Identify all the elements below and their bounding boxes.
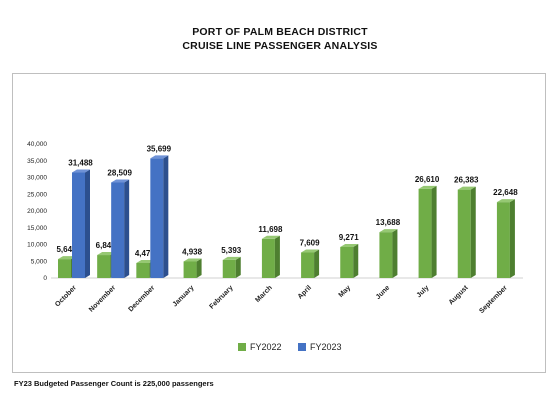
x-tick-label: October xyxy=(54,284,78,308)
x-tick-label: February xyxy=(209,284,235,310)
bar-fy2022-front xyxy=(496,202,510,278)
bar-fy2022-side xyxy=(314,249,320,278)
bar-fy2022-front xyxy=(457,189,471,278)
bar-fy2022-front xyxy=(97,255,111,278)
y-tick-label: 30,000 xyxy=(27,175,47,182)
x-tick-label: November xyxy=(88,284,117,313)
legend-swatch-fy2023 xyxy=(298,343,306,351)
bar-fy2023-data-label: 35,699 xyxy=(147,144,172,153)
bar-fy2022-top xyxy=(136,260,155,264)
bar-fy2022-side xyxy=(235,256,241,278)
bar-fy2022-top xyxy=(301,249,320,253)
y-tick-label: 10,000 xyxy=(27,242,47,249)
bar-fy2022-front xyxy=(340,246,354,278)
x-tick-label: August xyxy=(448,284,470,306)
x-tick-label: June xyxy=(375,284,392,301)
bar-fy2022-data-label: 7,609 xyxy=(300,239,321,248)
bar-fy2023-side xyxy=(124,179,130,278)
chart-title-line1: PORT OF PALM BEACH DISTRICT xyxy=(192,26,368,38)
bar-fy2023-front xyxy=(150,158,164,278)
bar-fy2023-top xyxy=(72,169,90,173)
bar-fy2022-top xyxy=(97,252,116,256)
bar-chart: 0 5,000 10,000 15,000 20,000 25,000 30,000 35,0… xyxy=(27,141,523,352)
y-tick-label: 20,000 xyxy=(27,208,47,215)
bar-fy2022-side xyxy=(431,185,437,278)
bar-fy2022-data-label: 26,610 xyxy=(415,175,440,184)
bar-fy2022-data-label: 9,271 xyxy=(339,233,360,242)
bar-fy2022-top xyxy=(418,185,437,189)
y-tick-label: 15,000 xyxy=(27,225,47,232)
x-tick-label: September xyxy=(478,284,509,315)
bar-fy2022-top xyxy=(222,256,241,260)
bar-fy2023-top xyxy=(150,155,169,159)
bar-fy2022-side xyxy=(509,199,515,278)
bar-fy2022-data-label: 4,477 xyxy=(135,249,156,258)
bar-fy2022-side xyxy=(392,229,398,278)
bar-fy2022-side xyxy=(353,243,359,278)
y-tick-label: 40,000 xyxy=(27,141,47,148)
bar-fy2022-top xyxy=(261,235,280,239)
chart-frame: 0 5,000 10,000 15,000 20,000 25,000 30,000 35,0… xyxy=(12,73,546,373)
x-tick-label: May xyxy=(338,284,353,299)
y-tick-label: 35,000 xyxy=(27,158,47,165)
bar-fy2022-top xyxy=(496,199,515,203)
bar-fy2022-data-label: 6,849 xyxy=(96,241,117,250)
legend-swatch-fy2022 xyxy=(238,343,246,351)
bar-fy2022-front xyxy=(222,259,236,278)
x-tick-label: April xyxy=(297,284,313,300)
bar-fy2022-side xyxy=(274,235,280,278)
bar-fy2022-data-label: 4,938 xyxy=(182,247,203,256)
bar-fy2022-data-label: 11,698 xyxy=(258,225,283,234)
bar-fy2022-front xyxy=(301,252,315,278)
footnote: FY23 Budgeted Passenger Count is 225,000… xyxy=(14,379,214,388)
bar-fy2023-front xyxy=(111,182,125,278)
y-tick-label: 0 xyxy=(43,275,47,282)
bar-fy2023-top xyxy=(111,179,130,183)
bar-fy2022-front xyxy=(261,238,275,278)
bar-fy2022-front xyxy=(136,263,150,278)
bar-fy2022-front xyxy=(183,261,197,278)
legend-label-fy2023: FY2023 xyxy=(310,342,342,352)
bar-fy2022-side xyxy=(196,258,202,278)
x-tick-label: July xyxy=(416,284,431,299)
chart-title-line2: CRUISE LINE PASSENGER ANALYSIS xyxy=(182,40,378,52)
legend-label-fy2022: FY2022 xyxy=(250,342,282,352)
bar-fy2023-side xyxy=(85,169,90,278)
bar-fy2022-front xyxy=(418,188,432,278)
bar-fy2022-top xyxy=(58,256,76,260)
bar-fy2022-data-label: 22,648 xyxy=(493,188,518,197)
bar-fy2022-data-label: 5,393 xyxy=(221,246,242,255)
bar-fy2023-data-label: 31,488 xyxy=(68,159,93,168)
bar-fy2023-side xyxy=(163,155,169,278)
bar-fy2022-data-label: 5,640 xyxy=(56,245,77,254)
bar-fy2022-front xyxy=(58,259,71,278)
bar-fy2022-top xyxy=(379,229,398,233)
bar-fy2022-top xyxy=(183,258,202,262)
x-tick-label: January xyxy=(172,284,196,308)
bar-fy2022-top xyxy=(457,186,476,190)
bar-fy2023-front xyxy=(72,172,85,278)
bar-fy2022-data-label: 13,688 xyxy=(376,218,401,227)
bar-fy2022-front xyxy=(379,232,393,278)
y-tick-label: 5,000 xyxy=(31,258,48,265)
bar-fy2022-data-label: 26,383 xyxy=(454,176,479,185)
y-tick-label: 25,000 xyxy=(27,191,47,198)
x-tick-label: December xyxy=(127,284,156,313)
x-tick-label: March xyxy=(254,284,274,304)
bar-fy2022-side xyxy=(470,186,476,278)
bar-fy2022-top xyxy=(340,243,359,247)
bar-fy2023-data-label: 28,509 xyxy=(107,168,132,177)
